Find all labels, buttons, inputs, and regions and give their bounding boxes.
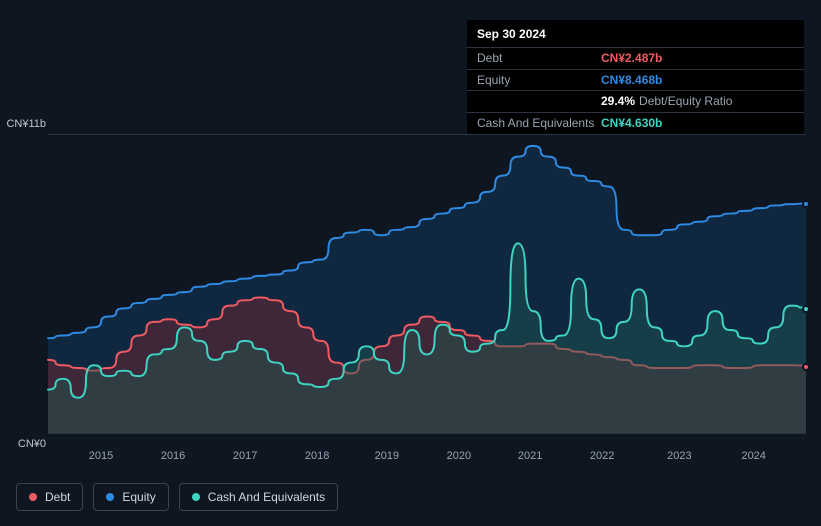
tooltip-box: Sep 30 2024 DebtCN¥2.487bEquityCN¥8.468b… [467, 20, 804, 134]
tooltip-row-value: 29.4%Debt/Equity Ratio [601, 93, 732, 110]
series-end-marker-debt [802, 363, 810, 371]
x-axis-tick: 2015 [89, 450, 113, 462]
x-axis-tick: 2022 [590, 450, 614, 462]
x-axis-tick: 2023 [667, 450, 691, 462]
legend-item-equity[interactable]: Equity [93, 483, 168, 511]
x-axis-tick: 2018 [305, 450, 329, 462]
y-axis-label-bottom: CN¥0 [18, 438, 46, 450]
chart-plot[interactable] [48, 134, 806, 434]
tooltip-row: DebtCN¥2.487b [467, 47, 804, 69]
x-axis: 2015 2016 2017 2018 2019 2020 2021 2022 2023 2024 [48, 450, 806, 470]
x-axis-tick: 2021 [518, 450, 542, 462]
x-axis-tick: 2020 [447, 450, 471, 462]
tooltip-row: EquityCN¥8.468b [467, 69, 804, 91]
x-axis-tick: 2016 [161, 450, 185, 462]
legend-dot-icon [106, 493, 114, 501]
tooltip-row-value: CN¥8.468b [601, 72, 662, 89]
legend: Debt Equity Cash And Equivalents [16, 483, 338, 511]
legend-dot-icon [192, 493, 200, 501]
legend-item-cash-and-equivalents[interactable]: Cash And Equivalents [179, 483, 338, 511]
legend-item-label: Debt [45, 490, 70, 504]
x-axis-tick: 2024 [741, 450, 765, 462]
legend-item-debt[interactable]: Debt [16, 483, 83, 511]
tooltip-row: 29.4%Debt/Equity Ratio [467, 90, 804, 112]
tooltip-row-value: CN¥2.487b [601, 50, 662, 67]
tooltip-date: Sep 30 2024 [467, 20, 804, 47]
x-axis-tick: 2019 [375, 450, 399, 462]
tooltip-row-label [477, 93, 601, 110]
chart-area: CN¥11b CN¥0 [16, 124, 806, 444]
y-axis-label-top: CN¥11b [6, 118, 46, 130]
legend-item-label: Cash And Equivalents [208, 490, 325, 504]
series-end-marker-equity [802, 200, 810, 208]
legend-item-label: Equity [122, 490, 155, 504]
tooltip-row-label: Equity [477, 72, 601, 89]
legend-dot-icon [29, 493, 37, 501]
series-end-marker-cash-and-equivalents [802, 305, 810, 313]
x-axis-tick: 2017 [233, 450, 257, 462]
tooltip-row-label: Debt [477, 50, 601, 67]
